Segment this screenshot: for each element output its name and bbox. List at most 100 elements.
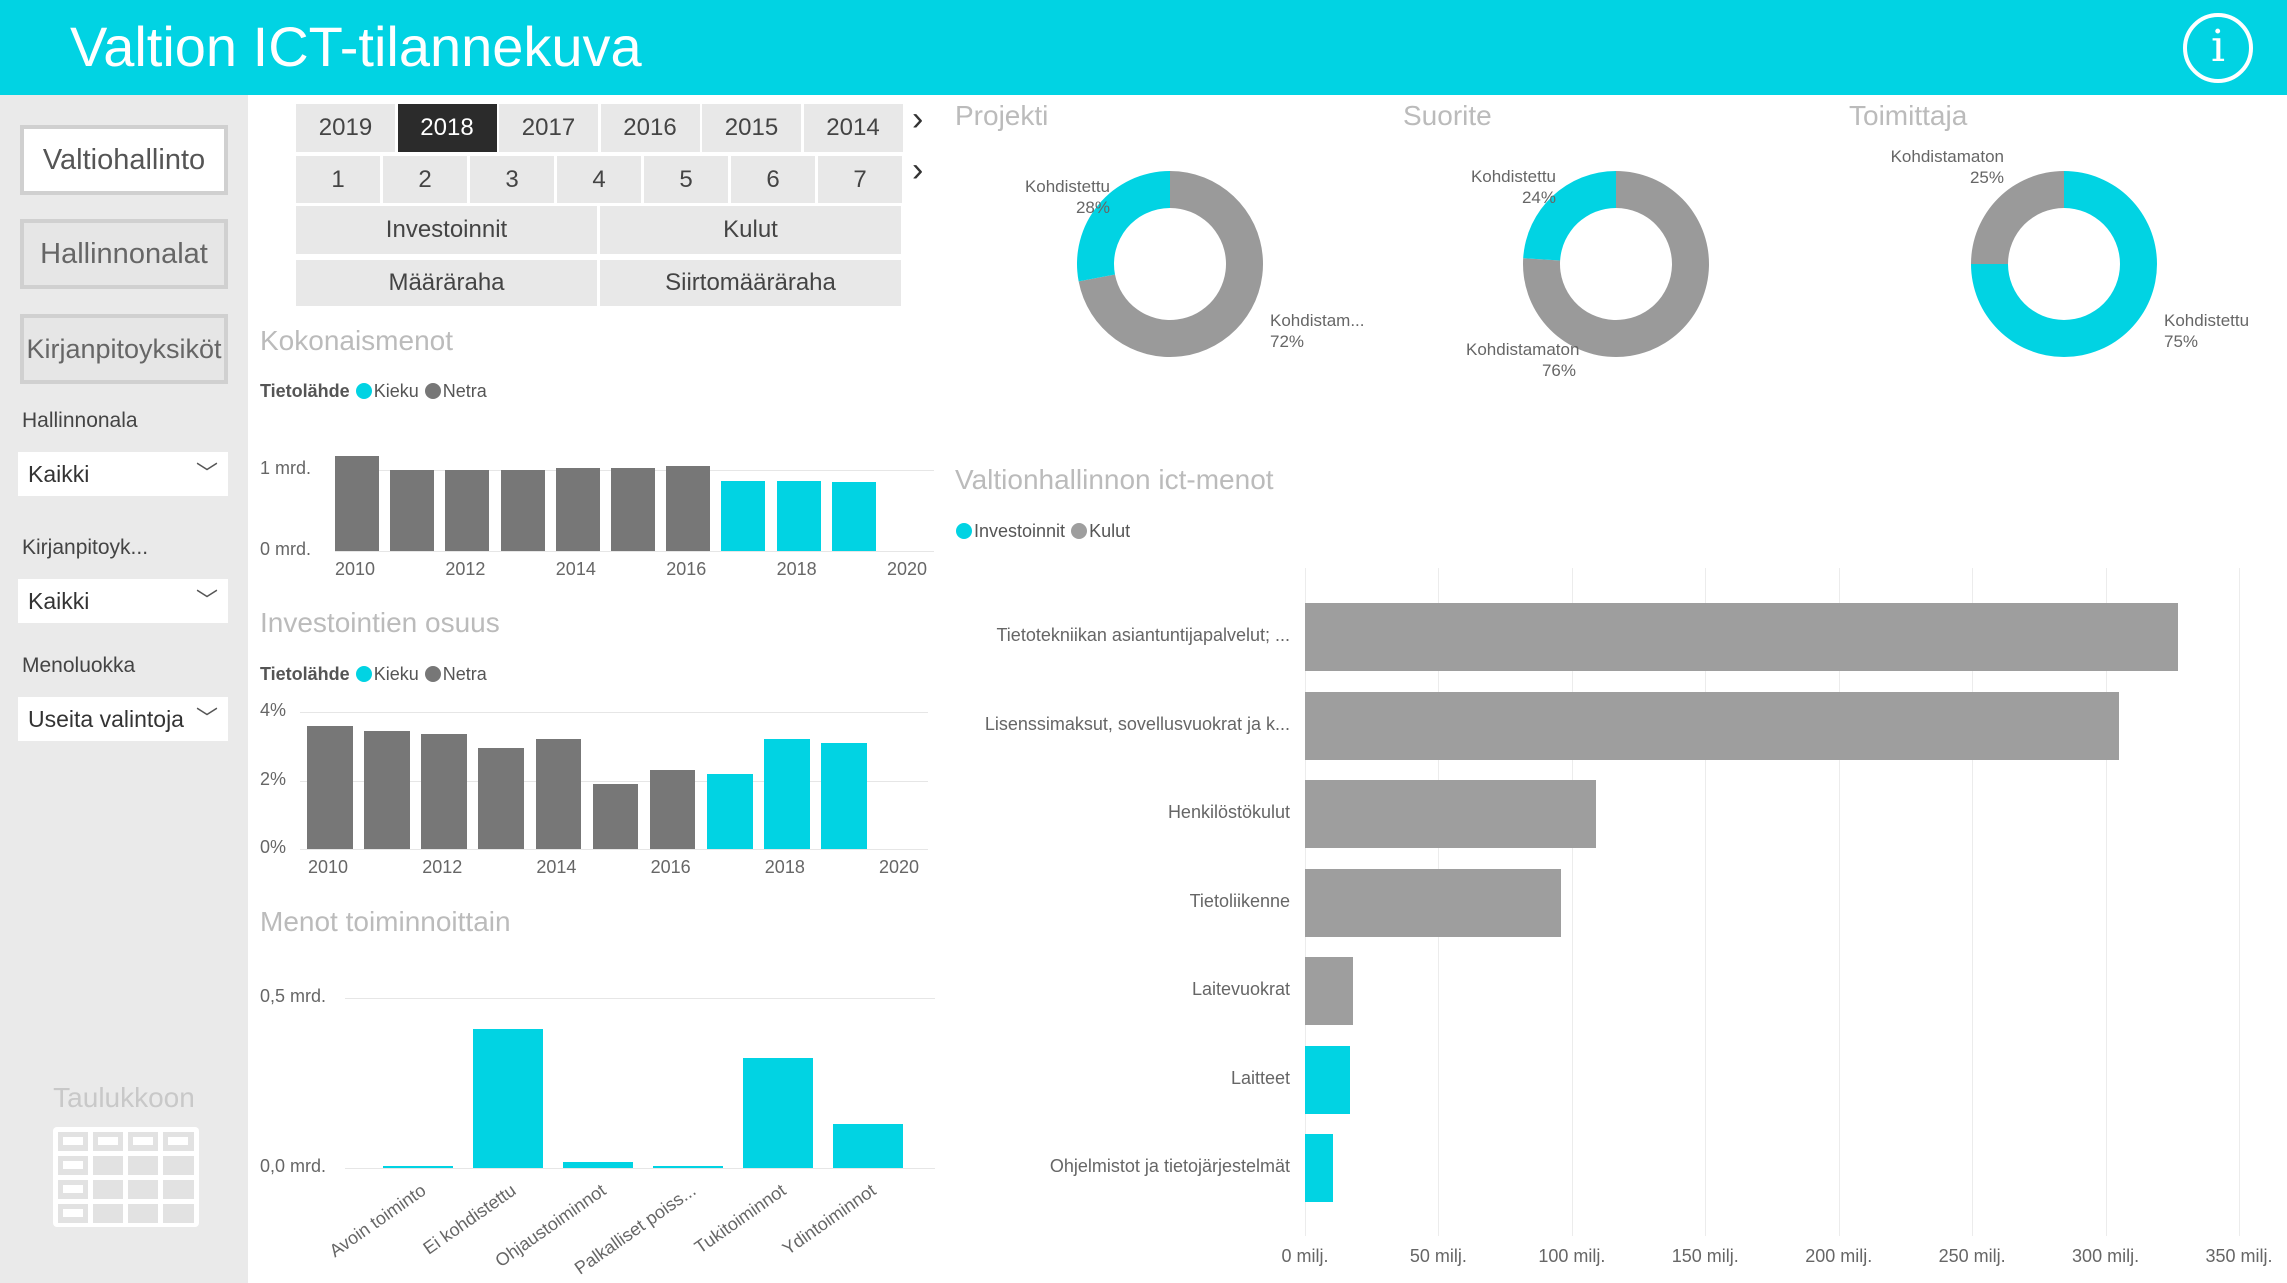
- bar-3[interactable]: [653, 1166, 723, 1168]
- hbar-1[interactable]: [1305, 691, 2119, 760]
- gridline: [2105, 568, 2107, 1236]
- slice-name: Kohdistam...: [1270, 311, 1365, 330]
- nav-valtiohallinto-button[interactable]: Valtiohallinto: [20, 125, 228, 195]
- month-button-7[interactable]: 7: [818, 156, 902, 203]
- bar-2015[interactable]: [610, 467, 656, 551]
- year-button-2017[interactable]: 2017: [499, 104, 598, 152]
- hbar-6[interactable]: [1305, 1134, 1334, 1202]
- category-label: Laitteet: [1230, 1067, 1290, 1088]
- bar-2014[interactable]: [535, 739, 582, 849]
- donut-slice-kohdistettu[interactable]: [1971, 171, 2157, 357]
- legend-item[interactable]: Kulut: [1089, 521, 1131, 541]
- bar-2019[interactable]: [821, 742, 867, 849]
- chart-legend: Tietolähde Kieku Netra: [260, 664, 487, 685]
- x-tick-label: 50 milj.: [1409, 1246, 1467, 1266]
- slice-percent: 25%: [1969, 168, 2004, 187]
- bar-2010[interactable]: [307, 725, 353, 849]
- bar-2018[interactable]: [776, 480, 821, 551]
- legend-dot-icon: [355, 383, 372, 399]
- month-button-2[interactable]: 2: [383, 156, 467, 203]
- nav-hallinnonalat-button[interactable]: Hallinnonalat: [20, 219, 228, 289]
- bar-4[interactable]: [743, 1057, 813, 1168]
- year-button-2019[interactable]: 2019: [296, 104, 395, 152]
- x-tick-label: 2012: [445, 559, 486, 579]
- donut-slice-kohdistam...[interactable]: [1078, 171, 1263, 357]
- bar-5[interactable]: [833, 1123, 903, 1168]
- chart-title: Toimittaja: [1849, 100, 1968, 131]
- month-button-6[interactable]: 6: [731, 156, 815, 203]
- year-button-2015[interactable]: 2015: [702, 104, 801, 152]
- bar-2011[interactable]: [390, 470, 435, 551]
- month-button-4[interactable]: 4: [557, 156, 641, 203]
- category-label: Tietotekniikan asiantuntijapalvelut; ...: [996, 625, 1290, 645]
- y-tick-label: 0,5 mrd.: [260, 986, 327, 1006]
- menoluokka-dropdown[interactable]: Useita valintoja ﹀: [18, 697, 228, 741]
- appropriation-button-0[interactable]: Määräraha: [296, 260, 597, 306]
- bar-2018[interactable]: [763, 739, 810, 849]
- bar-2016[interactable]: [666, 465, 711, 551]
- legend-item[interactable]: Kieku: [373, 381, 419, 401]
- nav-kirjanpitoyksikot-button[interactable]: Kirjanpitoyksiköt: [20, 314, 228, 384]
- donut-label-bottom: Kohdistam... 72%: [1270, 310, 1380, 352]
- bar-2019[interactable]: [831, 482, 876, 551]
- donut-slice-kohdistettu[interactable]: [1077, 171, 1170, 282]
- type-button-kulut[interactable]: Kulut: [600, 206, 901, 254]
- chevron-down-icon: ﹀: [195, 461, 218, 486]
- bar-0[interactable]: [383, 1166, 453, 1168]
- x-tick-label: 250 milj.: [1938, 1246, 2006, 1266]
- bar-2013[interactable]: [500, 470, 545, 551]
- table-view-icon[interactable]: [52, 1126, 200, 1228]
- slice-percent: 76%: [1541, 361, 1576, 380]
- hbar-3[interactable]: [1305, 868, 1562, 937]
- donut-slice-kohdistamaton[interactable]: [1523, 171, 1709, 357]
- y-tick-label: 0 mrd.: [260, 539, 312, 559]
- month-button-1[interactable]: 1: [296, 156, 380, 203]
- hbar-4[interactable]: [1305, 957, 1354, 1025]
- table-view-label[interactable]: Taulukkoon: [53, 1082, 195, 1113]
- filter-label-kirjanpitoyksikko: Kirjanpitoyk...: [22, 536, 149, 559]
- month-button-3[interactable]: 3: [470, 156, 554, 203]
- bar-2012[interactable]: [445, 470, 490, 551]
- year-button-2014[interactable]: 2014: [803, 104, 903, 152]
- year-button-2016[interactable]: 2016: [600, 104, 700, 152]
- bar-2017[interactable]: [706, 773, 753, 849]
- bar-2016[interactable]: [649, 770, 696, 849]
- header-bar: Valtion ICT-tilannekuva i: [0, 0, 2287, 95]
- gridline: [1571, 568, 1573, 1236]
- chart-title: Investointien osuus: [260, 607, 500, 638]
- bar-2017[interactable]: [721, 481, 766, 551]
- bar-2014[interactable]: [555, 467, 600, 551]
- bar-1[interactable]: [473, 1028, 543, 1168]
- legend-item[interactable]: Netra: [442, 664, 487, 684]
- bar-2012[interactable]: [421, 734, 468, 849]
- legend-item[interactable]: Kieku: [373, 664, 419, 684]
- year-button-2018[interactable]: 2018: [397, 104, 497, 152]
- hbar-2[interactable]: [1305, 780, 1596, 848]
- legend-item[interactable]: Netra: [442, 381, 487, 401]
- next-months-arrow-icon[interactable]: ›: [912, 151, 924, 189]
- x-tick-label: 2014: [555, 559, 596, 579]
- hallinnonala-dropdown[interactable]: Kaikki ﹀: [18, 452, 228, 496]
- bar-2013[interactable]: [478, 747, 525, 849]
- month-button-5[interactable]: 5: [644, 156, 728, 203]
- type-button-investoinnit[interactable]: Investoinnit: [296, 206, 597, 254]
- kirjanpitoyksikko-dropdown[interactable]: Kaikki ﹀: [18, 579, 228, 623]
- bar-2011[interactable]: [364, 730, 410, 849]
- legend-item[interactable]: Investoinnit: [974, 521, 1066, 541]
- hbar-5[interactable]: [1305, 1045, 1351, 1114]
- next-years-arrow-icon[interactable]: ›: [912, 100, 924, 138]
- x-tick-label: 2020: [879, 857, 920, 877]
- donut-slice-kohdistettu[interactable]: [1523, 171, 1616, 261]
- slice-name: Kohdistettu: [1470, 167, 1556, 186]
- bar-2015[interactable]: [592, 783, 639, 849]
- bar-2[interactable]: [563, 1161, 633, 1168]
- donut-slice-kohdistamaton[interactable]: [1971, 171, 2064, 264]
- dropdown-value: Kaikki: [28, 588, 90, 614]
- slice-name: Kohdistamaton: [1890, 147, 2004, 166]
- bar-2010[interactable]: [334, 456, 380, 551]
- dropdown-value: Kaikki: [28, 461, 90, 487]
- filter-label-hallinnonala: Hallinnonala: [22, 409, 138, 432]
- hbar-0[interactable]: [1305, 603, 2178, 671]
- appropriation-button-1[interactable]: Siirtomääräraha: [600, 260, 901, 306]
- info-icon[interactable]: i: [2183, 13, 2253, 83]
